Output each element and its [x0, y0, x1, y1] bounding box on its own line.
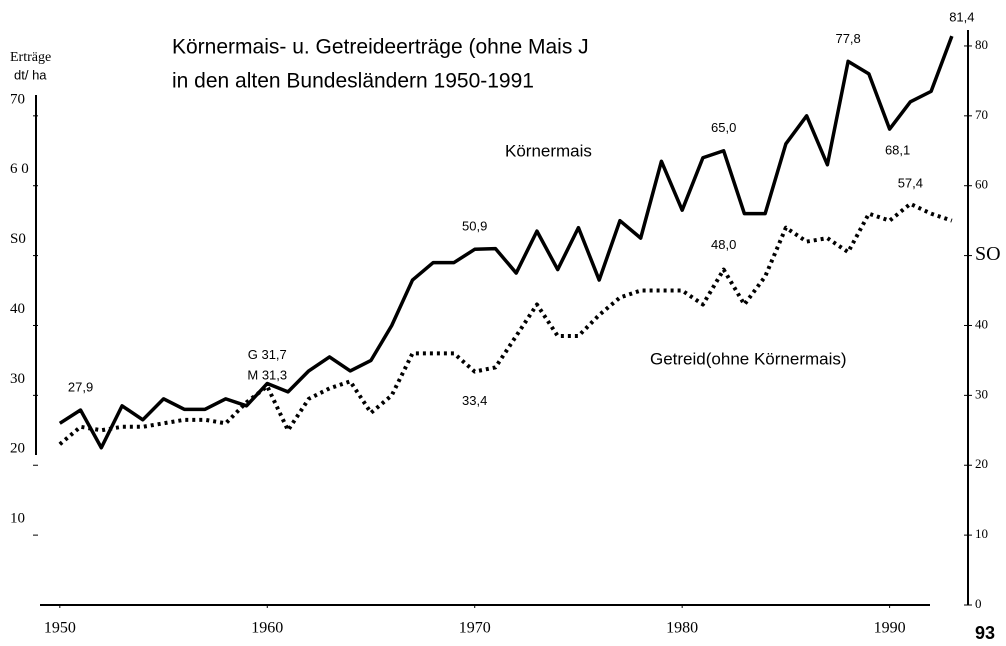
- annotation: 33,4: [462, 393, 487, 408]
- y-tick-label: 40: [10, 301, 25, 317]
- y-tick-label: 20: [10, 441, 25, 457]
- y2-tick-label: 40: [975, 316, 988, 331]
- y2-tick-label: SO: [975, 243, 1001, 265]
- x-tick-label: 1990: [874, 620, 906, 637]
- annotation: 68,1: [885, 143, 910, 158]
- x-tick-label: 1960: [251, 620, 283, 637]
- annotation: 48,0: [711, 237, 736, 252]
- y2-tick-label: 20: [975, 456, 988, 471]
- annotation: 77,8: [835, 31, 860, 46]
- annotation: G 31,7: [248, 347, 287, 362]
- y-tick-label: 6 0: [10, 161, 29, 177]
- y-label: Erträge: [10, 50, 51, 65]
- y-label: dt/ ha: [14, 67, 47, 82]
- y-tick-label: S0: [10, 231, 26, 247]
- annotation: M 31,3: [247, 368, 287, 383]
- series-label: Getreid(ohne Körnermais): [650, 349, 847, 368]
- y2-tick-label: 0: [975, 596, 982, 611]
- annotation: 81,4: [949, 10, 974, 25]
- annotation: 27,9: [68, 379, 93, 394]
- x-tick-label: 1970: [459, 620, 491, 637]
- chart-subtitle: in den alten Bundesländern 1950-1991: [172, 70, 534, 93]
- y2-tick-label: 70: [975, 107, 988, 122]
- y2-tick-label: 60: [975, 177, 988, 192]
- y-tick-label: 10: [10, 511, 25, 527]
- y2-tick-label: 80: [975, 37, 988, 52]
- annotation: 50,9: [462, 219, 487, 234]
- y2-tick-label: 10: [975, 526, 988, 541]
- y-tick-label: 30: [10, 371, 25, 387]
- y2-tick-label: 30: [975, 386, 988, 401]
- x-tick-label: 1980: [666, 620, 698, 637]
- x-tick-label: 1950: [44, 620, 76, 637]
- series-label: Körnermais: [505, 141, 592, 160]
- footnote: 93: [975, 623, 995, 643]
- annotation: 57,4: [898, 175, 923, 190]
- y-tick-label: 70: [10, 91, 25, 107]
- annotation: 65,0: [711, 120, 736, 135]
- line-series: [58, 35, 954, 450]
- chart-title: Körnermais- u. Getreideerträge (ohne Mai…: [172, 36, 589, 59]
- line-series: [58, 201, 953, 446]
